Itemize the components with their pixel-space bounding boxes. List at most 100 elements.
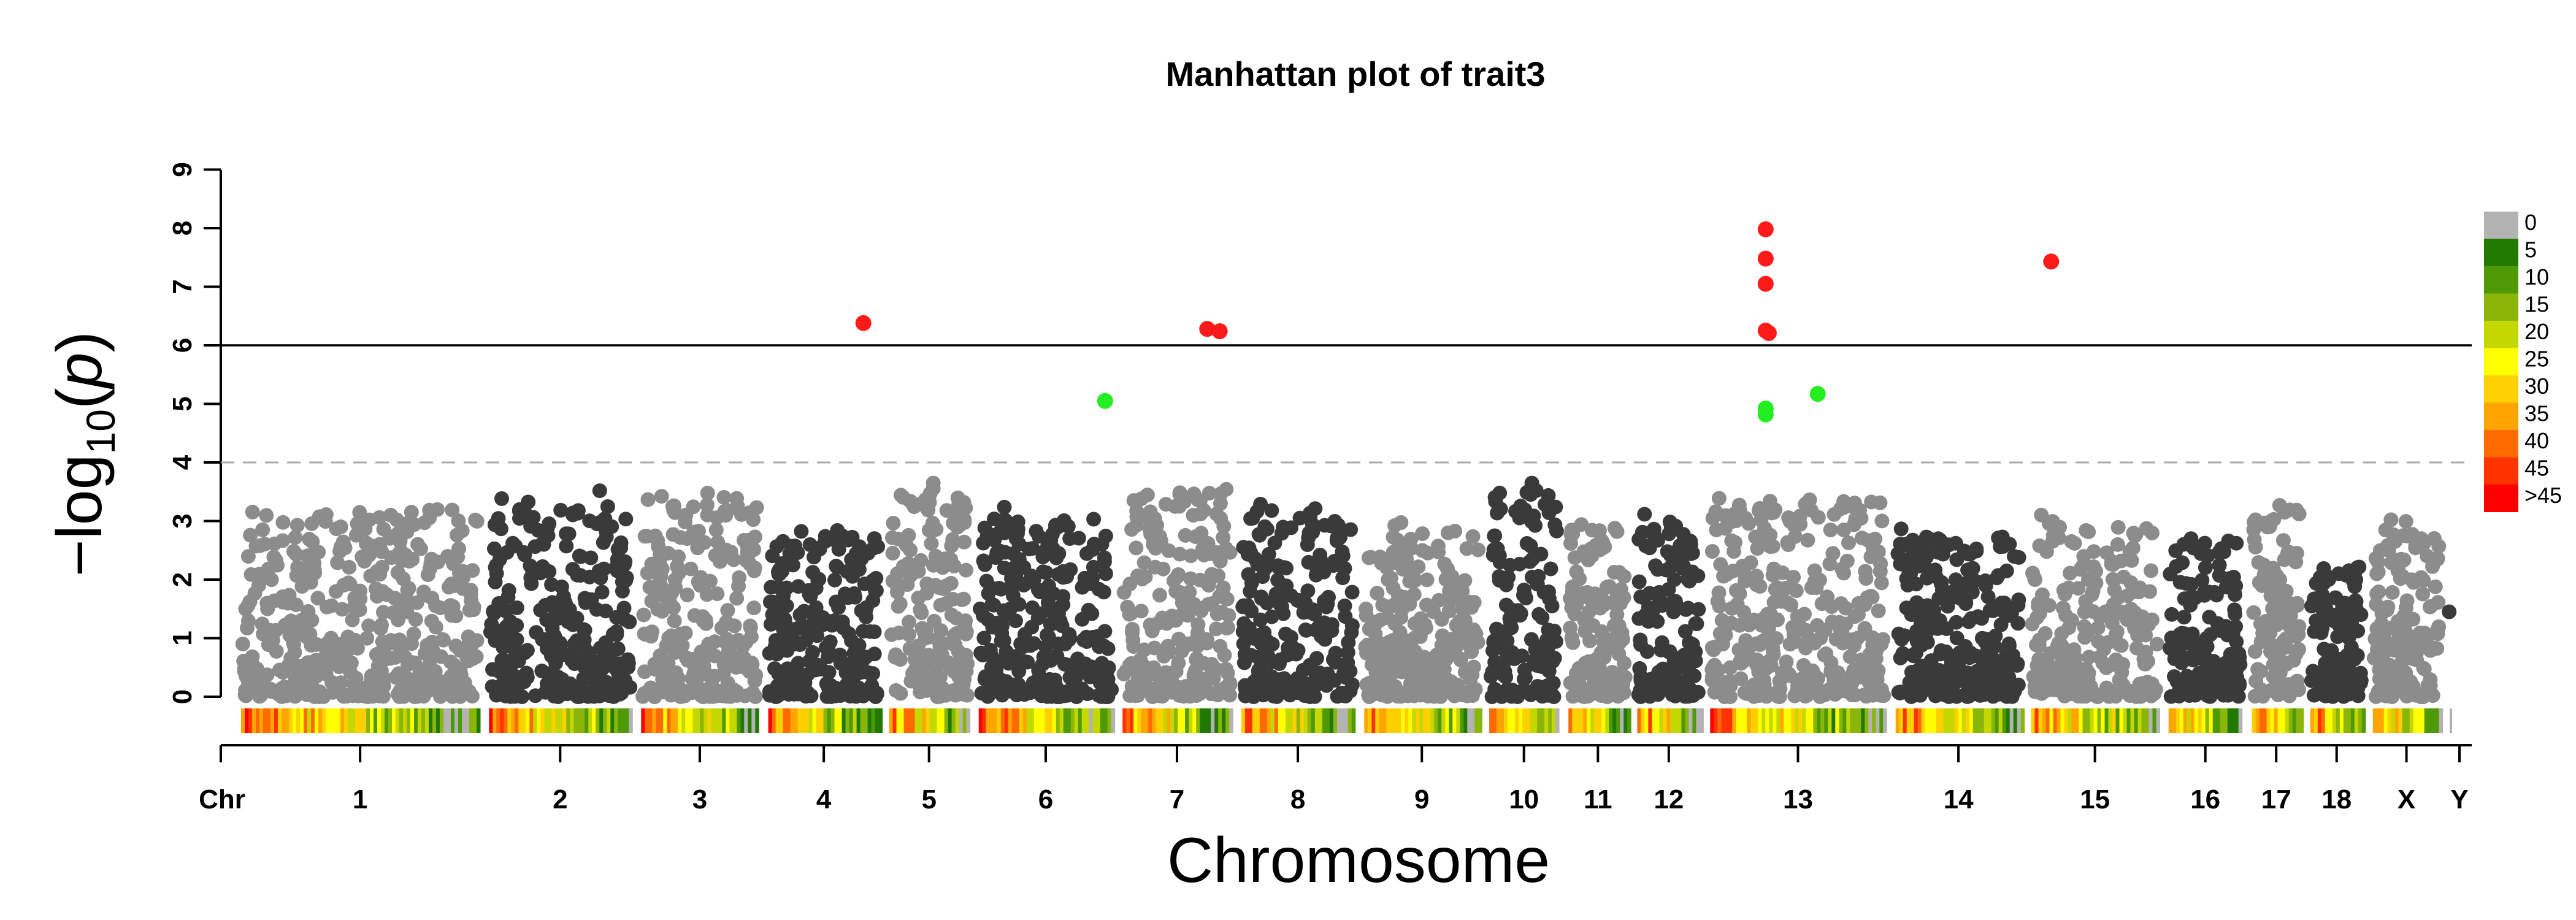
snp-point — [2277, 552, 2292, 567]
density-cell — [1839, 708, 1843, 733]
snp-point — [1721, 688, 1736, 702]
snp-point — [437, 677, 452, 692]
chromosome-X-points — [2367, 512, 2447, 704]
snp-point — [1138, 569, 1153, 585]
snp-point — [951, 497, 966, 513]
snp-point — [1991, 531, 2006, 546]
snp-point — [264, 572, 279, 588]
snp-point — [840, 564, 855, 579]
snp-point — [719, 689, 734, 704]
density-cell — [722, 708, 726, 733]
snp-point — [2114, 553, 2129, 569]
snp-point — [1312, 564, 1327, 579]
snp-point — [1444, 569, 1460, 585]
snp-point — [1407, 631, 1422, 646]
significant-snp-point — [1757, 221, 1774, 237]
density-cell — [1612, 708, 1617, 733]
x-tick-label-chr-X: X — [2398, 784, 2415, 815]
snp-point — [655, 672, 670, 687]
snp-point — [1769, 580, 1785, 595]
density-cell — [588, 708, 592, 733]
snp-point — [1858, 571, 1874, 586]
density-cell — [951, 708, 956, 733]
snp-point — [2163, 640, 2178, 656]
snp-point — [1500, 633, 1515, 648]
density-cell — [1954, 708, 1959, 733]
density-cell — [830, 708, 835, 733]
density-cell — [610, 708, 615, 733]
density-cell — [282, 708, 286, 733]
x-tick-label-chr-18: 18 — [2321, 784, 2352, 815]
legend-swatch — [2484, 212, 2518, 239]
snp-point — [2076, 549, 2091, 564]
snp-point — [1490, 541, 1505, 556]
snp-point — [1800, 532, 1815, 548]
density-cell — [1817, 708, 1821, 733]
density-chr-1 — [241, 708, 481, 733]
density-cell — [966, 708, 971, 733]
snp-point — [2291, 507, 2307, 521]
density-cell — [2009, 708, 2014, 733]
snp-point — [746, 563, 762, 578]
snp-point — [1208, 661, 1224, 677]
snp-point — [243, 527, 258, 543]
density-cell — [418, 708, 422, 733]
density-cell — [1717, 708, 1722, 733]
snp-point — [396, 571, 411, 586]
snp-point — [2144, 612, 2160, 627]
snp-point — [827, 572, 842, 588]
snp-point — [1523, 538, 1538, 553]
density-chr-10 — [1489, 708, 1560, 733]
snp-point — [1190, 617, 1206, 632]
density-chr-17 — [2252, 708, 2304, 733]
snp-point — [559, 526, 574, 542]
snp-point — [2253, 682, 2269, 697]
snp-point — [2398, 514, 2413, 529]
density-cell — [1307, 708, 1312, 733]
density-cell — [1296, 708, 1301, 733]
snp-point — [1216, 530, 1231, 545]
snp-point — [949, 626, 964, 641]
snp-point — [1863, 589, 1879, 604]
snp-point — [1660, 544, 1675, 559]
snp-point — [849, 546, 864, 561]
snp-point — [1764, 505, 1779, 521]
density-cell — [1637, 708, 1641, 733]
snp-point — [253, 538, 267, 553]
snp-point — [2396, 528, 2411, 543]
snp-point — [1291, 592, 1306, 608]
density-cell — [1248, 708, 1253, 733]
density-cell — [2123, 708, 2127, 733]
snp-point — [2091, 634, 2106, 649]
density-cell — [526, 708, 530, 733]
snp-point — [1004, 571, 1019, 586]
density-cell — [300, 708, 304, 733]
snp-point — [1213, 553, 1228, 569]
snp-point — [819, 613, 834, 628]
density-cell — [1130, 708, 1134, 733]
density-cell — [1196, 708, 1200, 733]
snp-point — [2223, 685, 2238, 700]
snp-point — [1426, 604, 1441, 619]
snp-point — [2136, 651, 2152, 667]
snp-point — [1823, 664, 1839, 680]
snp-point — [1766, 595, 1782, 610]
snp-point — [1720, 567, 1735, 582]
density-cell — [304, 708, 308, 733]
x-tick-label-chr-2: 2 — [553, 784, 567, 815]
density-cell — [1519, 708, 1523, 733]
density-cell — [667, 708, 671, 733]
density-cell — [726, 708, 730, 733]
snp-point — [1609, 607, 1625, 622]
snp-point — [1650, 614, 1665, 629]
density-cell — [1537, 708, 1541, 733]
density-cell — [2409, 708, 2414, 733]
density-cell — [2350, 708, 2355, 733]
snp-point — [697, 535, 712, 550]
snp-point — [929, 522, 944, 537]
snp-point — [810, 628, 825, 643]
y-tick-label: 2 — [167, 572, 197, 587]
density-cell — [2112, 708, 2116, 733]
snp-point — [2080, 671, 2096, 686]
density-cell — [259, 708, 264, 733]
